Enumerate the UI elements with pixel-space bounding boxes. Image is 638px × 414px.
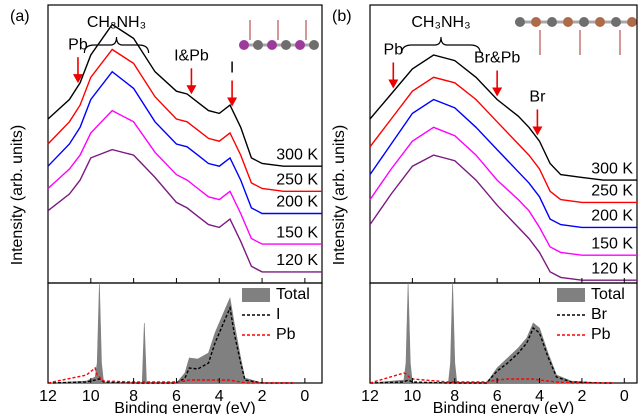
series-label: 120 K (276, 252, 318, 269)
panel-label: (a) (10, 8, 30, 25)
x-tick-label: 2 (577, 388, 586, 405)
legend-label: I (276, 306, 280, 323)
x-tick-label: 6 (493, 388, 502, 405)
annotation-label: I&Pb (174, 48, 209, 65)
x-tick-label: 2 (258, 388, 267, 405)
annotation-arrowhead (227, 97, 238, 107)
line (369, 54, 637, 181)
series-label: 300 K (276, 146, 318, 163)
brace (83, 36, 150, 54)
legend-label: Br (591, 306, 608, 323)
series-label: 150 K (591, 235, 633, 252)
annotation-arrowhead (388, 79, 399, 89)
annotation-arrowhead (186, 85, 197, 95)
x-axis-label: Binding energy (eV) (114, 400, 255, 414)
panel-label: (b) (332, 8, 352, 25)
group-label: CH₃NH₃ (411, 14, 470, 31)
series-label: 200 K (276, 194, 318, 211)
line (369, 372, 614, 384)
line (47, 23, 322, 167)
line (47, 48, 322, 192)
x-tick-label: 4 (215, 388, 224, 405)
brace (401, 36, 481, 54)
annotation-label: Pb (68, 36, 88, 53)
molecule-inset-b (515, 17, 637, 55)
line (369, 154, 637, 281)
line (47, 109, 322, 245)
x-tick-label: 8 (450, 388, 459, 405)
annotation-label: Pb (384, 42, 404, 59)
y-axis-label: Intensity (arb. units) (331, 125, 348, 266)
series-label: 250 K (591, 183, 633, 200)
legend-label: Pb (276, 326, 296, 343)
legend-label: Pb (591, 326, 611, 343)
x-tick-label: 10 (403, 388, 421, 405)
line (47, 70, 322, 215)
x-tick-label: 4 (535, 388, 544, 405)
line (47, 148, 322, 273)
annotation-arrowhead (492, 87, 503, 97)
line (47, 305, 295, 384)
line (369, 126, 637, 256)
line (369, 326, 614, 384)
annotation-arrowhead (72, 74, 83, 84)
legend-label: Total (591, 286, 625, 303)
annotation-label: I (230, 60, 234, 77)
line (369, 98, 637, 229)
x-tick-label: 8 (129, 388, 138, 405)
x-tick-label: 0 (300, 388, 309, 405)
annotation-label: Br&Pb (474, 50, 520, 67)
line (369, 76, 637, 204)
series-label: 250 K (276, 171, 318, 188)
series-label: 150 K (276, 224, 318, 241)
area (369, 282, 614, 384)
series-label: 120 K (591, 260, 633, 277)
series-label: 300 K (591, 160, 633, 177)
x-tick-label: 0 (620, 388, 629, 405)
series-label: 200 K (591, 208, 633, 225)
molecule-inset-a (239, 20, 319, 50)
legend-label: Total (276, 286, 310, 303)
line (47, 366, 295, 384)
x-tick-label: 12 (39, 388, 57, 405)
annotation-label: Br (529, 89, 546, 106)
x-tick-label: 6 (172, 388, 181, 405)
area (47, 282, 295, 384)
legend-swatch (242, 288, 270, 302)
x-tick-label: 12 (361, 388, 379, 405)
x-axis-label: Binding energy (eV) (433, 400, 574, 414)
annotation-arrowhead (532, 126, 543, 136)
y-axis-label: Intensity (arb. units) (9, 125, 26, 266)
group-label: CH₃NH₃ (87, 14, 146, 31)
legend-swatch (557, 288, 585, 302)
x-tick-label: 10 (82, 388, 100, 405)
